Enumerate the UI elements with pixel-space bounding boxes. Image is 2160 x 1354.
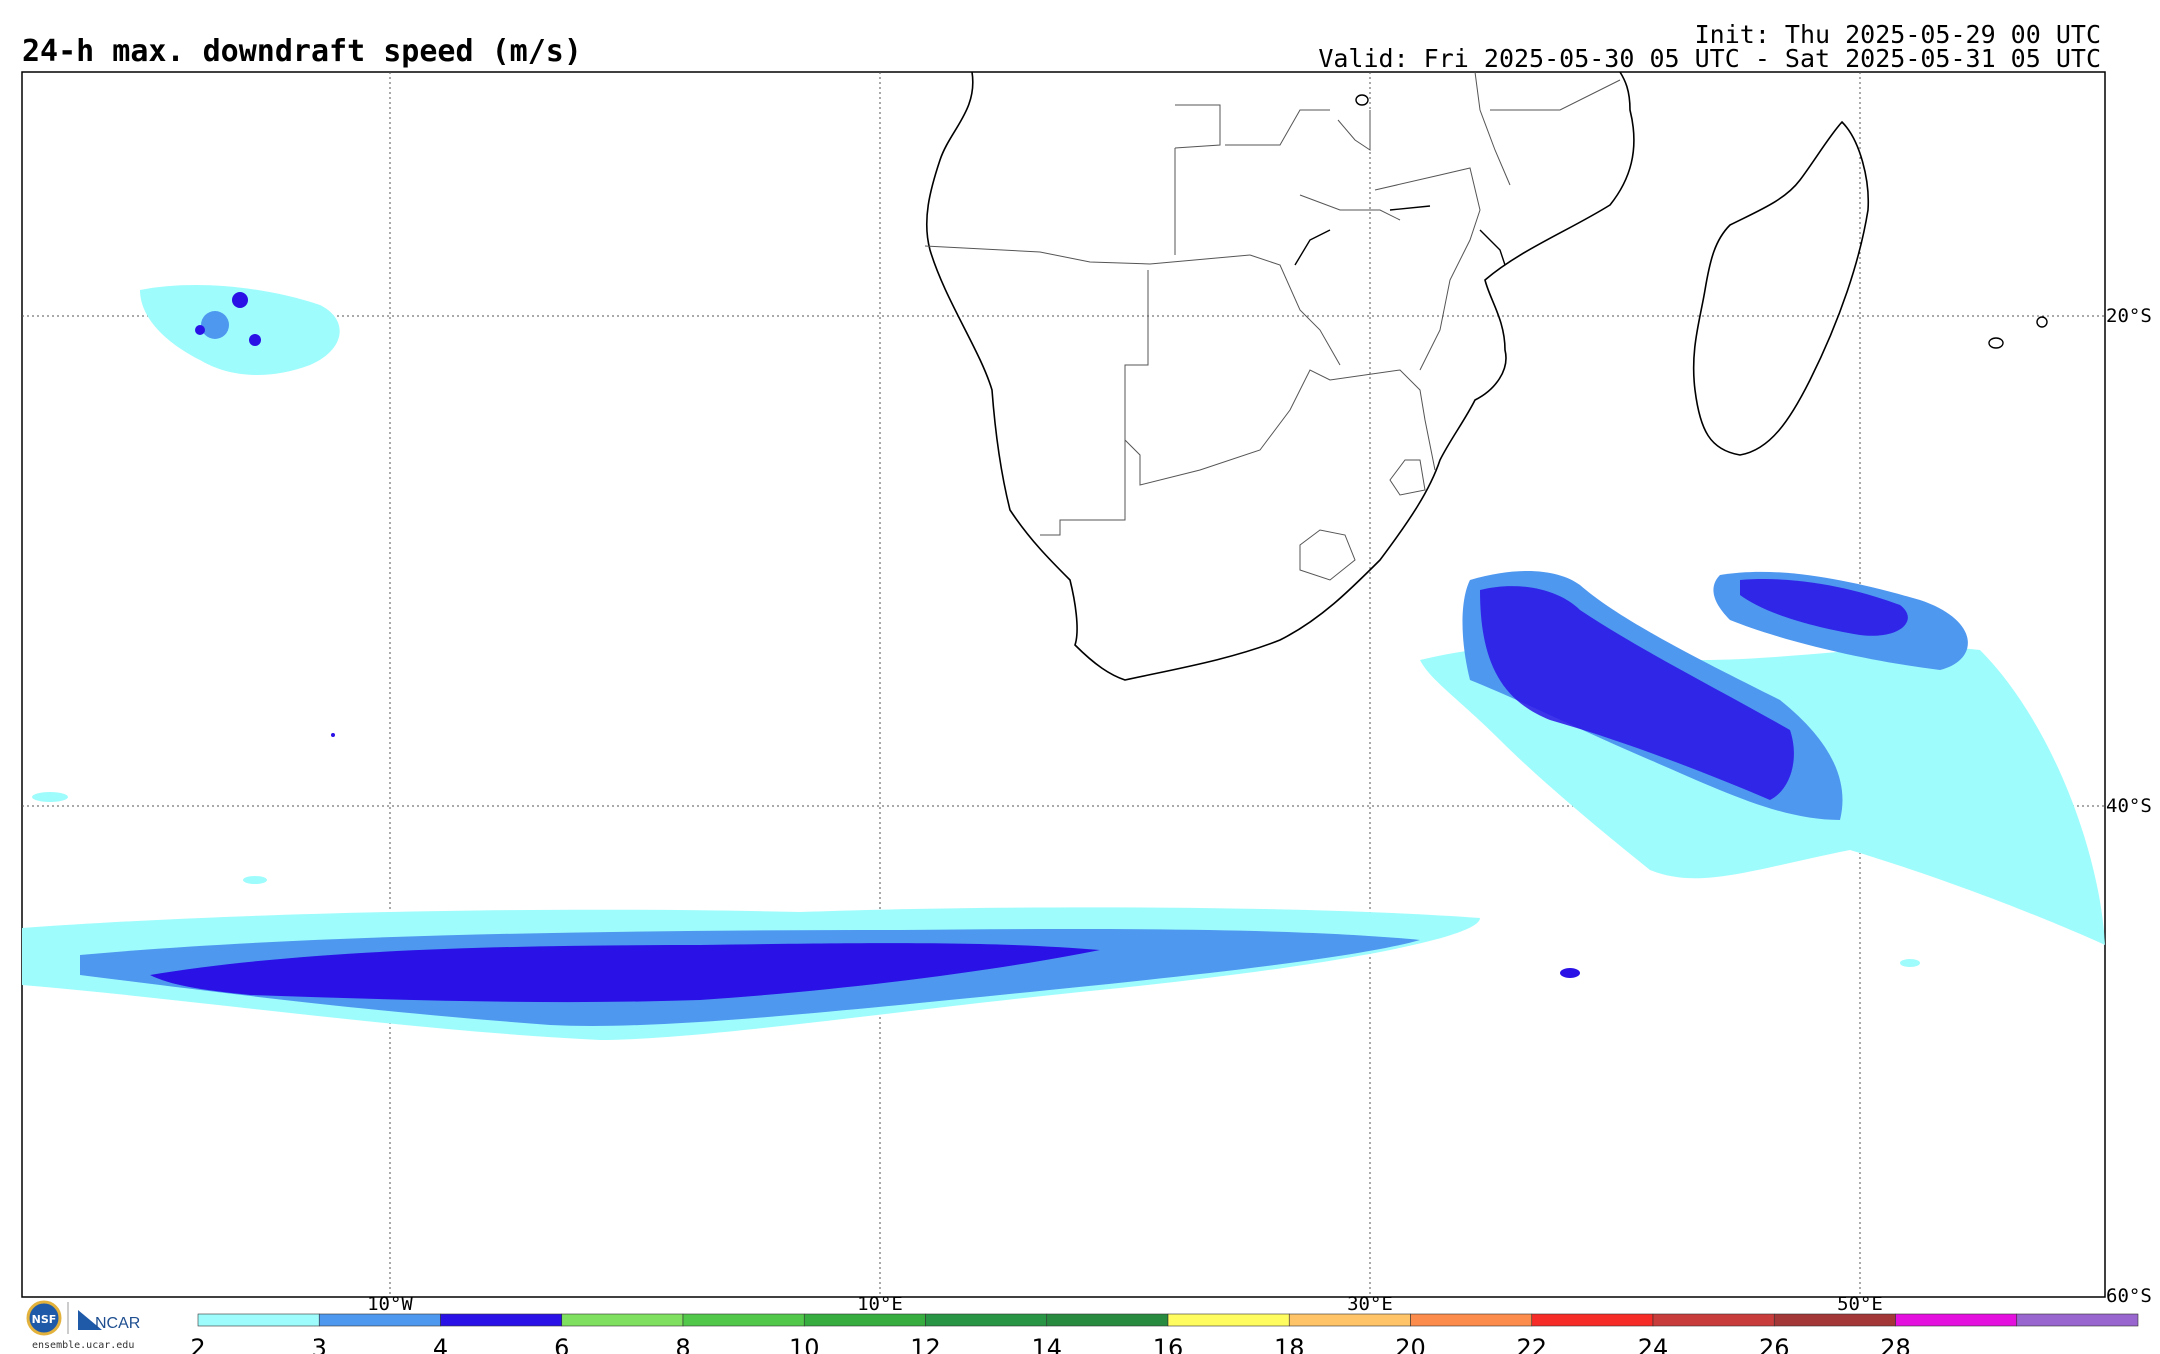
downdraft-small-cells xyxy=(32,733,1920,978)
colorbar-tick-label: 12 xyxy=(910,1334,941,1354)
coastline-africa xyxy=(925,71,1635,681)
colorbar-tick-label: 26 xyxy=(1759,1334,1790,1354)
downdraft-cluster-northwest xyxy=(140,285,340,376)
lat-label-20s: 20°S xyxy=(2106,305,2152,327)
colorbar-swatch xyxy=(803,1313,926,1327)
colorbar-tick-label: 8 xyxy=(675,1334,690,1354)
map-title: 24-h max. downdraft speed (m/s) xyxy=(22,34,582,69)
svg-text:NSF: NSF xyxy=(32,1313,57,1326)
svg-text:NCAR: NCAR xyxy=(95,1315,140,1332)
colorbar-tick-label: 2 xyxy=(190,1334,205,1354)
init-time: Init: Thu 2025-05-29 00 UTC xyxy=(1694,20,2101,49)
colorbar-tick-label: 14 xyxy=(1031,1334,1062,1354)
colorbar-swatch xyxy=(1895,1313,2018,1327)
colorbar-tick-label: 24 xyxy=(1638,1334,1669,1354)
colorbar-tick-label: 4 xyxy=(433,1334,448,1354)
colorbar-swatch xyxy=(1531,1313,1654,1327)
lon-label-10w: 10°W xyxy=(367,1293,413,1315)
islands xyxy=(1355,94,2048,349)
colorbar-tick-label: 16 xyxy=(1153,1334,1184,1354)
colorbar-swatch xyxy=(440,1313,563,1327)
downdraft-band-east xyxy=(1420,570,2105,945)
colorbar-tick-label: 20 xyxy=(1395,1334,1426,1354)
colorbar-swatch xyxy=(925,1313,1048,1327)
lakes xyxy=(1294,205,1506,266)
valid-time: Valid: Fri 2025-05-30 05 UTC - Sat 2025-… xyxy=(1318,44,2101,73)
downdraft-band-south xyxy=(22,907,1480,1040)
colorbar-swatch xyxy=(2016,1313,2139,1327)
lat-label-40s: 40°S xyxy=(2106,795,2152,817)
coastline-madagascar xyxy=(1692,120,1870,456)
colorbar-swatch xyxy=(1288,1313,1411,1327)
colorbar-tick-label: 6 xyxy=(554,1334,569,1354)
colorbar: 2 3 4 6 8 10 12 14 16 18 20 22 24 26 28 xyxy=(190,1313,2139,1354)
colorbar-tick-label: 3 xyxy=(312,1334,327,1354)
colorbar-tick-label: 22 xyxy=(1516,1334,1547,1354)
lon-label-50e: 50°E xyxy=(1837,1293,1883,1315)
nsf-logo: NSF xyxy=(26,1300,62,1336)
ncar-logo: NCAR xyxy=(78,1310,140,1332)
country-borders xyxy=(924,71,1621,581)
colorbar-swatch xyxy=(682,1313,805,1327)
ensemble-url: ensemble.ucar.edu xyxy=(32,1340,134,1351)
map-frame xyxy=(21,71,2106,1298)
colorbar-swatch xyxy=(318,1313,441,1327)
colorbar-swatch xyxy=(1167,1313,1290,1327)
colorbar-swatch xyxy=(1773,1313,1896,1327)
lon-label-30e: 30°E xyxy=(1347,1293,1393,1315)
colorbar-tick-label: 28 xyxy=(1880,1334,1911,1354)
lat-label-60s: 60°S xyxy=(2106,1285,2152,1307)
colorbar-swatch xyxy=(197,1313,320,1327)
colorbar-swatch xyxy=(561,1313,684,1327)
lon-label-10e: 10°E xyxy=(857,1293,903,1315)
colorbar-swatch xyxy=(1046,1313,1169,1327)
colorbar-tick-label: 10 xyxy=(789,1334,820,1354)
colorbar-tick-label: 18 xyxy=(1274,1334,1305,1354)
colorbar-swatch xyxy=(1410,1313,1533,1327)
colorbar-swatch xyxy=(1652,1313,1775,1327)
